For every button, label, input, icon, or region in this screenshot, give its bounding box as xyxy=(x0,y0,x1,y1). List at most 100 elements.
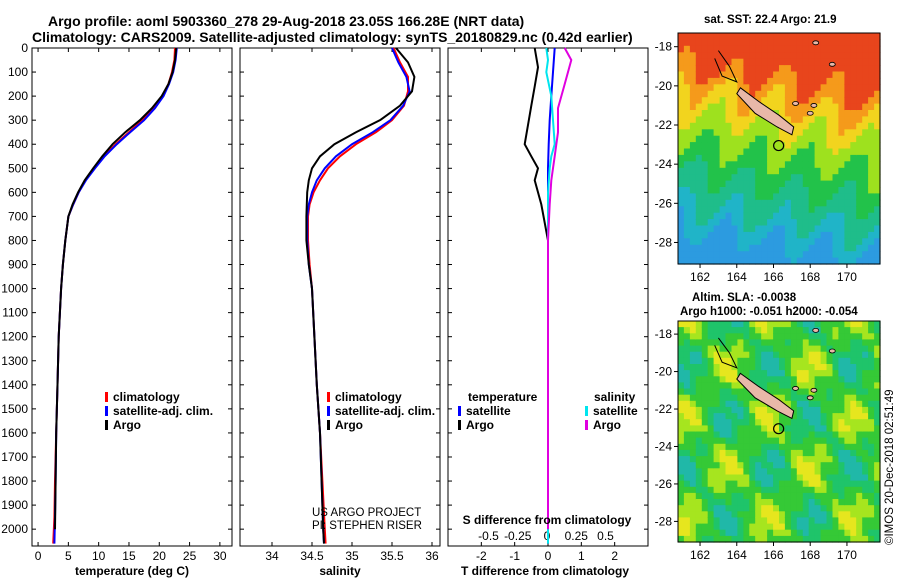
y-tick-label: 1600 xyxy=(1,426,28,440)
map-cell xyxy=(713,154,721,162)
map-cell xyxy=(755,39,762,47)
map-cell xyxy=(820,212,828,220)
map-cell xyxy=(862,339,869,347)
map-cell xyxy=(725,135,732,143)
map-cell xyxy=(743,505,750,512)
map-cell xyxy=(856,351,863,359)
map-cell xyxy=(826,110,833,117)
map-cell xyxy=(802,225,810,233)
map-cell xyxy=(808,206,816,214)
map-cell xyxy=(779,65,786,73)
map-cell xyxy=(731,431,738,439)
map-cell xyxy=(790,167,798,175)
map-cell xyxy=(689,406,697,414)
map-cell xyxy=(707,376,715,383)
map-cell xyxy=(707,251,715,259)
map-cell xyxy=(868,116,875,124)
map-cell xyxy=(749,251,756,259)
map-cell xyxy=(826,499,833,506)
map-cell xyxy=(749,193,756,201)
map-cell xyxy=(784,225,792,233)
map-cell xyxy=(683,77,691,85)
map-cell xyxy=(713,103,721,111)
map-cell xyxy=(719,161,727,169)
map-cell xyxy=(743,142,750,150)
map-cell xyxy=(814,244,822,252)
map-cell xyxy=(773,52,780,60)
map-cell xyxy=(767,167,774,175)
map-cell xyxy=(784,388,792,396)
map-cell xyxy=(874,161,881,169)
map-cell xyxy=(767,456,774,463)
map-cell xyxy=(790,84,798,92)
map-cell xyxy=(802,480,810,488)
map-cell xyxy=(755,225,762,233)
legend-label-s-argo: Argo xyxy=(593,418,621,432)
map-cell xyxy=(826,370,833,377)
map-cell xyxy=(701,129,709,137)
map-cell xyxy=(844,327,851,334)
map-cell xyxy=(784,90,792,98)
map-cell xyxy=(856,116,863,124)
map-cell xyxy=(802,333,810,340)
map-cell xyxy=(802,406,810,414)
map-cell xyxy=(713,90,721,98)
map-cell xyxy=(678,345,685,353)
map-cell xyxy=(862,77,869,85)
map-cell xyxy=(683,167,691,175)
map-cell xyxy=(779,327,786,334)
map-cell xyxy=(701,327,709,334)
map-cell xyxy=(713,406,721,414)
map-cell xyxy=(761,492,768,500)
map-cell xyxy=(743,45,750,53)
map-cell xyxy=(743,103,750,111)
map-cell xyxy=(725,443,732,451)
map-cell xyxy=(796,225,804,233)
map-cell xyxy=(832,122,839,130)
map-cell xyxy=(862,394,869,402)
map-cell xyxy=(826,535,833,543)
map-cell xyxy=(678,468,685,475)
x-tick-label: 1 xyxy=(578,549,585,563)
map-cell xyxy=(713,419,721,426)
map-cell xyxy=(731,351,738,359)
map-cell xyxy=(701,39,709,47)
map-cell xyxy=(725,212,732,220)
map-cell xyxy=(743,39,750,47)
map-cell xyxy=(683,345,691,353)
map-cell xyxy=(796,480,804,488)
map-cell xyxy=(779,321,786,328)
map-cell xyxy=(713,357,721,365)
map-cell xyxy=(731,486,738,494)
map-cell xyxy=(820,480,828,488)
map-cell xyxy=(737,523,744,531)
map-cell xyxy=(683,523,691,531)
map-cell xyxy=(832,187,839,194)
map-cell xyxy=(767,345,774,353)
map-cell xyxy=(707,174,715,182)
map-cell xyxy=(838,351,845,359)
map-cell xyxy=(713,206,721,214)
map-cell xyxy=(678,492,685,500)
map-cell xyxy=(695,52,703,60)
map-cell xyxy=(874,456,881,463)
map-cell xyxy=(820,505,828,512)
map-cell xyxy=(808,244,816,252)
map-cell xyxy=(737,39,744,47)
map-cell xyxy=(838,71,845,79)
y-tick-label: 900 xyxy=(8,258,28,272)
map-cell xyxy=(868,523,875,531)
map-cell xyxy=(838,449,845,457)
map-cell xyxy=(683,321,691,328)
map-cell xyxy=(767,468,774,475)
map-cell xyxy=(707,180,715,188)
map-cell xyxy=(678,33,685,40)
map-cell xyxy=(802,431,810,439)
map-cell xyxy=(814,468,822,475)
y-tick-label: 1300 xyxy=(1,354,28,368)
map-cell xyxy=(773,339,780,347)
map-cell xyxy=(761,462,768,469)
map-cell xyxy=(814,511,822,518)
map-cell xyxy=(820,193,828,201)
map-cell xyxy=(731,443,738,451)
